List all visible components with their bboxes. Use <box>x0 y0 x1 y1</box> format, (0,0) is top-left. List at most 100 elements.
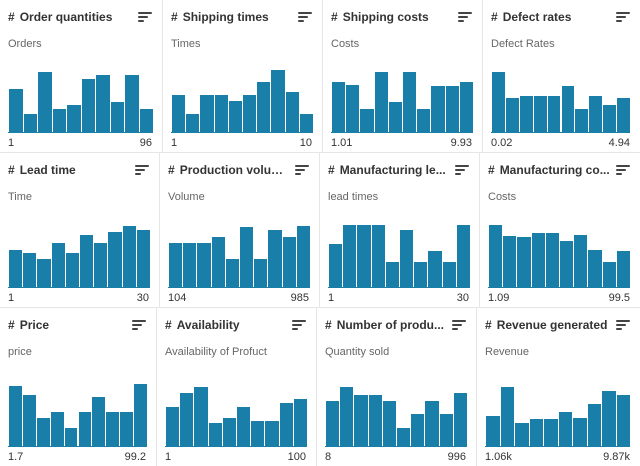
column-card-order-quantities[interactable]: # Order quantities Orders 1 96 <box>0 0 163 152</box>
column-header: # Manufacturing le... <box>320 153 479 187</box>
histogram-bar <box>8 250 23 288</box>
histogram-bar <box>384 262 399 288</box>
histogram-bar <box>264 421 279 447</box>
histogram-max-label: 30 <box>456 292 469 304</box>
column-description: lead times <box>328 191 379 203</box>
sort-icon[interactable] <box>458 11 472 23</box>
sort-icon[interactable] <box>452 319 466 331</box>
sort-icon[interactable] <box>295 164 309 176</box>
column-description: Volume <box>168 191 205 203</box>
sort-icon[interactable] <box>616 164 630 176</box>
sort-icon[interactable] <box>138 11 152 23</box>
histogram-max-label: 30 <box>136 292 149 304</box>
column-description: Availability of Profuct <box>165 346 267 358</box>
column-card-manufacturing-costs[interactable]: # Manufacturing co... Costs 1.09 99.5 <box>480 153 640 307</box>
column-header: # Price <box>0 308 156 342</box>
column-card-shipping-costs[interactable]: # Shipping costs Costs 1.01 9.93 <box>323 0 483 152</box>
histogram-bar <box>399 230 414 288</box>
column-card-lead-time[interactable]: # Lead time Time 1 30 <box>0 153 160 307</box>
histogram-bar <box>370 225 385 288</box>
histogram-axis <box>485 446 630 447</box>
column-title: Number of produ... <box>336 318 445 332</box>
column-header: # Revenue generated <box>477 308 640 342</box>
sort-icon[interactable] <box>455 164 469 176</box>
column-card-revenue-generated[interactable]: # Revenue generated Revenue 1.06k 9.87k <box>477 308 640 466</box>
histogram-bar <box>22 114 37 133</box>
histogram-bar <box>573 235 588 288</box>
column-title: Shipping costs <box>342 10 429 24</box>
histogram-bar <box>121 226 136 288</box>
histogram-bar <box>210 237 225 288</box>
sort-icon[interactable] <box>616 319 630 331</box>
column-description: Defect Rates <box>491 38 555 50</box>
column-title: Defect rates <box>502 10 572 24</box>
histogram-max-label: 96 <box>139 137 152 149</box>
histogram-bar <box>51 109 66 133</box>
histogram-max-label: 9.87k <box>603 451 630 463</box>
histogram-bar <box>179 393 194 447</box>
column-card-shipping-times[interactable]: # Shipping times Times 1 10 <box>163 0 323 152</box>
histogram-bar <box>342 225 357 288</box>
histogram-bar <box>572 418 587 447</box>
histogram-bar <box>196 243 211 288</box>
histogram-min-label: 8 <box>325 451 332 463</box>
column-card-price[interactable]: # Price price 1.7 99.2 <box>0 308 157 466</box>
sort-icon[interactable] <box>298 11 312 23</box>
histogram-bar <box>250 421 265 447</box>
histogram-bar <box>79 235 94 288</box>
column-card-number-of-products-sold[interactable]: # Number of produ... Quantity sold 8 996 <box>317 308 477 466</box>
histogram-bar <box>138 109 153 133</box>
histogram-max-label: 9.93 <box>450 137 472 149</box>
histogram-bar <box>185 114 200 133</box>
sort-icon[interactable] <box>292 319 306 331</box>
column-title: Availability <box>176 318 240 332</box>
histogram-axis <box>8 446 147 447</box>
histogram-min-label: 1 <box>171 137 178 149</box>
histogram-bar <box>601 262 616 288</box>
histogram-row-1: # Order quantities Orders 1 96 # Shippin… <box>0 0 640 152</box>
histogram-row-3: # Price price 1.7 99.2 # Availability Av… <box>0 308 640 466</box>
column-header: # Shipping costs <box>323 0 482 34</box>
sort-icon[interactable] <box>132 319 146 331</box>
sort-icon[interactable] <box>135 164 149 176</box>
histogram-bar <box>560 86 575 133</box>
histogram-bar <box>615 395 630 447</box>
column-title: Lead time <box>19 163 76 177</box>
histogram-bar <box>37 72 52 133</box>
column-title: Manufacturing le... <box>339 163 446 177</box>
histogram-bar <box>242 95 257 133</box>
histogram-bar <box>356 225 371 288</box>
number-type-icon: # <box>328 163 335 177</box>
column-card-manufacturing-lead-times[interactable]: # Manufacturing le... lead times 1 30 <box>320 153 480 307</box>
histogram-min-label: 0.02 <box>491 137 513 149</box>
histogram <box>328 224 470 288</box>
column-header: # Shipping times <box>163 0 322 34</box>
histogram-bar <box>124 75 139 133</box>
histogram-bar <box>514 423 529 447</box>
histogram-bar <box>298 114 313 133</box>
column-description: Costs <box>488 191 517 203</box>
histogram-bar <box>105 412 120 447</box>
column-card-defect-rates[interactable]: # Defect rates Defect Rates 0.02 4.94 <box>483 0 640 152</box>
histogram-bar <box>416 109 431 133</box>
histogram-bar <box>278 403 293 447</box>
column-description: price <box>8 346 32 358</box>
histogram-bar <box>227 101 242 133</box>
histogram-bar <box>491 72 505 133</box>
histogram-bar <box>601 391 616 447</box>
column-card-availability[interactable]: # Availability Availability of Profuct 1… <box>157 308 317 466</box>
column-description: Time <box>8 191 33 203</box>
histogram-bar <box>339 387 354 447</box>
column-card-production-volume[interactable]: # Production volum... Volume 104 985 <box>160 153 320 307</box>
histogram-bar <box>236 407 251 447</box>
histogram-bar <box>49 412 64 447</box>
histogram-bar <box>518 96 533 133</box>
histogram-bar <box>544 233 559 288</box>
column-header: # Production volum... <box>160 153 319 187</box>
histogram-bar <box>410 414 425 447</box>
histogram-bar <box>199 95 214 133</box>
histogram-bar <box>171 95 186 133</box>
histogram-bar <box>64 253 79 288</box>
sort-icon[interactable] <box>616 11 630 23</box>
histogram-bar <box>504 98 519 133</box>
